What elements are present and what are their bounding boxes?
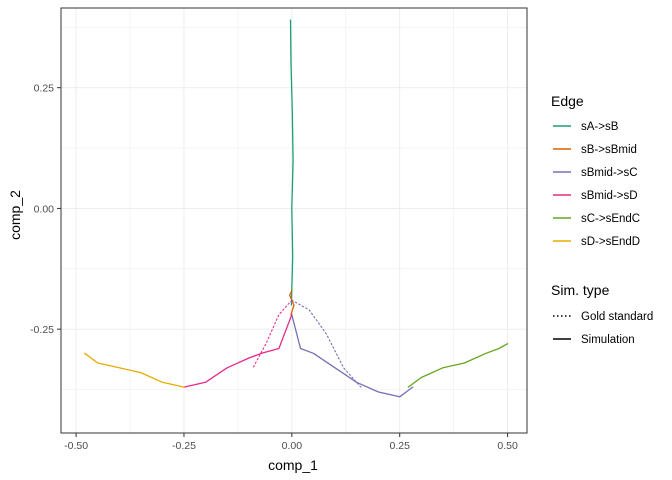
legend-label: sC->sEndC — [581, 213, 640, 225]
axes: -0.50 -0.25 0.00 0.25 0.50 -0.25 0.00 0.25 — [30, 7, 528, 452]
x-tick-label: 0.50 — [497, 440, 518, 452]
series-line-sa-sb-sim — [289, 19, 294, 306]
panel-border — [60, 7, 528, 434]
x-axis-title: comp_1 — [268, 457, 318, 473]
x-tick-label: -0.25 — [172, 440, 196, 452]
legend-label: sBmid->sD — [581, 190, 638, 202]
legend-label: Gold standard — [581, 311, 653, 323]
series-lines — [84, 19, 509, 398]
y-axis-title: comp_2 — [7, 190, 23, 240]
x-tick-label: 0.00 — [282, 440, 303, 452]
legend-simtype-title: Sim. type — [551, 282, 610, 298]
plot-panel — [61, 8, 527, 433]
legend: Edge Sim. type sA->sB sB->sBmid sBmid->sC s… — [551, 93, 653, 346]
legend-label: sB->sBmid — [581, 144, 637, 156]
legend-label: sA->sB — [581, 121, 619, 133]
x-tick-label: 0.25 — [389, 440, 410, 452]
legend-label: sBmid->sC — [581, 167, 638, 179]
y-tick-label: 0.00 — [34, 203, 55, 215]
series-line-sbmid-sc-sim — [291, 314, 414, 398]
series-line-sc-sendc-sim — [407, 343, 509, 388]
legend-label: Simulation — [581, 334, 635, 346]
y-tick-label: -0.25 — [30, 324, 54, 336]
legend-edge-title: Edge — [551, 93, 584, 109]
series-line-sbmid-sc-gold — [291, 299, 362, 388]
series-line-sbmid-sd-sim — [183, 314, 293, 388]
x-tick-label: -0.50 — [64, 440, 88, 452]
y-tick-label: 0.25 — [34, 83, 55, 95]
legend-label: sD->sEndD — [581, 236, 640, 248]
series-line-sd-sendd-sim — [84, 352, 185, 388]
panel-background — [61, 8, 527, 433]
series-line-sbmid-sd-gold — [252, 299, 293, 369]
